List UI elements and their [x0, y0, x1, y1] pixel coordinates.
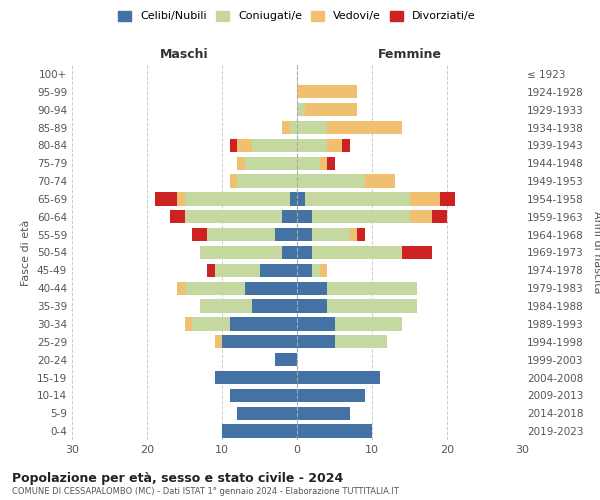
Text: COMUNE DI CESSAPALOMBO (MC) - Dati ISTAT 1° gennaio 2024 - Elaborazione TUTTITAL: COMUNE DI CESSAPALOMBO (MC) - Dati ISTAT… [12, 487, 399, 496]
Bar [192, 228, 207, 241]
Bar [297, 424, 372, 438]
Bar [245, 156, 297, 170]
Bar [312, 246, 402, 259]
Bar [327, 282, 417, 295]
Bar [237, 174, 297, 188]
Bar [229, 317, 297, 330]
Bar [320, 264, 327, 277]
Bar [342, 138, 349, 152]
Bar [185, 210, 282, 224]
Bar [237, 138, 252, 152]
Bar [297, 103, 305, 117]
Bar [402, 246, 432, 259]
Bar [432, 210, 447, 224]
Bar [297, 121, 327, 134]
Bar [275, 353, 297, 366]
Bar [199, 246, 282, 259]
Bar [282, 210, 297, 224]
Bar [327, 300, 417, 313]
Bar [409, 210, 432, 224]
Bar [305, 192, 409, 205]
Bar [290, 192, 297, 205]
Bar [282, 246, 297, 259]
Bar [192, 317, 229, 330]
Bar [229, 138, 237, 152]
Text: Femmine: Femmine [377, 48, 442, 62]
Bar [335, 317, 402, 330]
Bar [237, 406, 297, 420]
Bar [215, 264, 260, 277]
Bar [237, 156, 245, 170]
Bar [439, 192, 455, 205]
Bar [222, 335, 297, 348]
Bar [297, 210, 312, 224]
Bar [305, 103, 357, 117]
Bar [252, 138, 297, 152]
Bar [327, 138, 342, 152]
Bar [327, 156, 335, 170]
Bar [297, 174, 365, 188]
Bar [275, 228, 297, 241]
Bar [297, 264, 312, 277]
Bar [297, 388, 365, 402]
Bar [312, 228, 349, 241]
Bar [290, 121, 297, 134]
Bar [297, 317, 335, 330]
Bar [365, 174, 395, 188]
Bar [185, 192, 290, 205]
Bar [222, 424, 297, 438]
Legend: Celibi/Nubili, Coniugati/e, Vedovi/e, Divorziati/e: Celibi/Nubili, Coniugati/e, Vedovi/e, Di… [118, 10, 476, 22]
Text: Popolazione per età, sesso e stato civile - 2024: Popolazione per età, sesso e stato civil… [12, 472, 343, 485]
Bar [297, 228, 312, 241]
Bar [357, 228, 365, 241]
Bar [312, 210, 409, 224]
Bar [282, 121, 290, 134]
Bar [252, 300, 297, 313]
Bar [215, 335, 222, 348]
Bar [170, 210, 185, 224]
Bar [297, 246, 312, 259]
Bar [199, 300, 252, 313]
Bar [207, 228, 275, 241]
Bar [297, 406, 349, 420]
Y-axis label: Fasce di età: Fasce di età [22, 220, 31, 286]
Bar [297, 300, 327, 313]
Bar [297, 192, 305, 205]
Bar [297, 156, 320, 170]
Bar [260, 264, 297, 277]
Bar [229, 174, 237, 188]
Bar [297, 371, 380, 384]
Bar [207, 264, 215, 277]
Bar [312, 264, 320, 277]
Bar [177, 282, 185, 295]
Bar [185, 282, 245, 295]
Bar [320, 156, 327, 170]
Bar [409, 192, 439, 205]
Bar [297, 85, 357, 98]
Bar [297, 282, 327, 295]
Bar [185, 317, 192, 330]
Bar [327, 121, 402, 134]
Bar [177, 192, 185, 205]
Bar [229, 388, 297, 402]
Bar [155, 192, 177, 205]
Bar [297, 335, 335, 348]
Bar [349, 228, 357, 241]
Bar [297, 138, 327, 152]
Bar [335, 335, 387, 348]
Text: Maschi: Maschi [160, 48, 209, 62]
Y-axis label: Anni di nascita: Anni di nascita [592, 211, 600, 294]
Bar [215, 371, 297, 384]
Bar [245, 282, 297, 295]
